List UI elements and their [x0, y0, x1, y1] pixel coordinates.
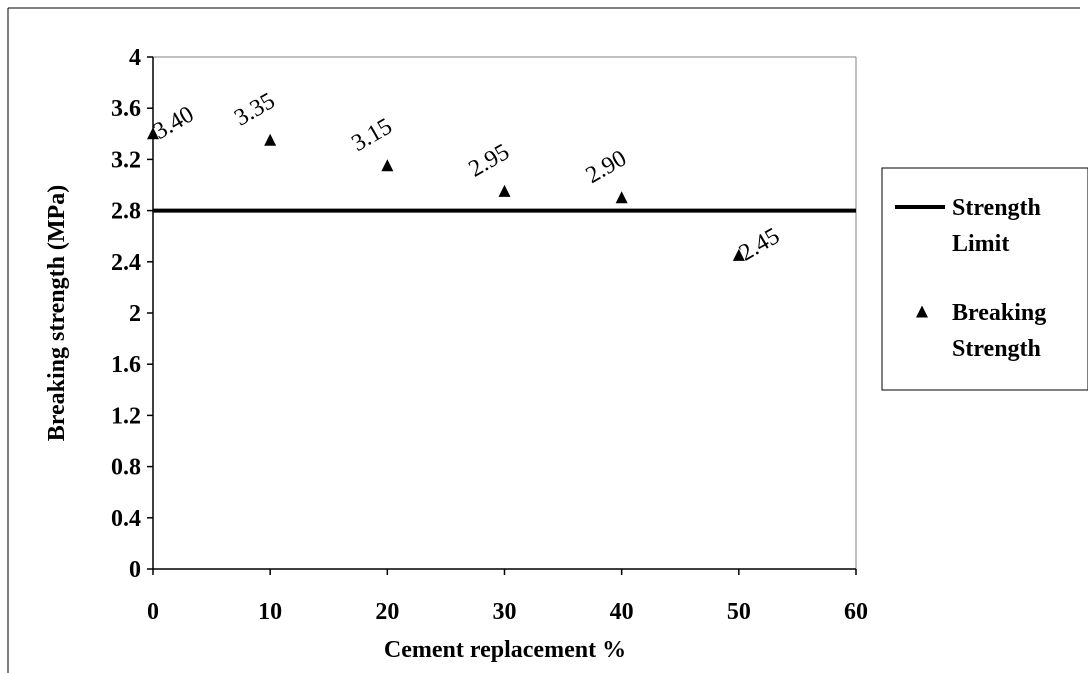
- breaking-strength-point: [381, 159, 394, 172]
- y-tick-label: 4: [129, 45, 141, 71]
- breaking-strength-point: [264, 133, 277, 146]
- plot-area: [153, 56, 857, 569]
- legend-triangle-swatch: [916, 305, 928, 318]
- y-tick-label: 3.2: [111, 147, 141, 173]
- x-tick-label: 10: [258, 599, 282, 625]
- axes: [152, 57, 856, 570]
- data-label: 3.35: [230, 88, 279, 132]
- y-tick-label: 0: [129, 557, 141, 583]
- breaking-strength-point: [498, 184, 511, 197]
- data-label: 3.15: [347, 113, 396, 157]
- y-tick-label: 2: [129, 301, 141, 327]
- y-tick-label: 0.4: [111, 506, 141, 532]
- y-tick-label: 2.8: [111, 199, 141, 225]
- breaking-strength-point: [615, 191, 628, 204]
- y-tick-label: 3.6: [111, 96, 141, 122]
- x-tick-label: 60: [844, 599, 868, 625]
- series: [147, 127, 856, 261]
- breaking-strength-point: [147, 127, 159, 140]
- legend-item-breaking-strength: Breaking Strength: [916, 300, 1046, 362]
- y-tick-label: 1.2: [111, 403, 141, 429]
- x-tick-label: 30: [493, 599, 517, 625]
- legend-label: Limit: [952, 231, 1009, 257]
- x-tick-label: 40: [610, 599, 634, 625]
- y-tick-label: 2.4: [111, 250, 141, 276]
- data-label: 2.95: [465, 139, 514, 183]
- y-axis-ticks: 0 0.4 0.8 1.2 1.6 2 2.4 2.8 3.2 3.6 4: [111, 45, 153, 583]
- x-tick-label: 20: [375, 599, 399, 625]
- data-labels: 3.40 3.353.152.95 2.902.45: [149, 88, 784, 267]
- legend-label: Strength: [952, 336, 1041, 362]
- legend: Strength Limit Breaking Strength: [881, 167, 1088, 391]
- data-label: 2.90: [582, 145, 631, 189]
- legend-label: Strength: [952, 195, 1041, 221]
- x-axis-title: Cement replacement %: [384, 637, 626, 663]
- chart-frame: [7, 7, 1080, 673]
- x-tick-label: 50: [727, 599, 751, 625]
- legend-label: Breaking: [952, 300, 1046, 326]
- legend-item-strength-limit: Strength Limit: [895, 195, 1041, 257]
- y-axis-title: Breaking strength (MPa): [44, 185, 70, 441]
- x-tick-label: 0: [147, 599, 159, 625]
- y-tick-label: 1.6: [111, 352, 141, 378]
- breaking-strength-point: [732, 248, 745, 261]
- y-tick-label: 0.8: [111, 455, 141, 481]
- x-axis-ticks: 0 10 20 30 40 50 60: [147, 569, 868, 625]
